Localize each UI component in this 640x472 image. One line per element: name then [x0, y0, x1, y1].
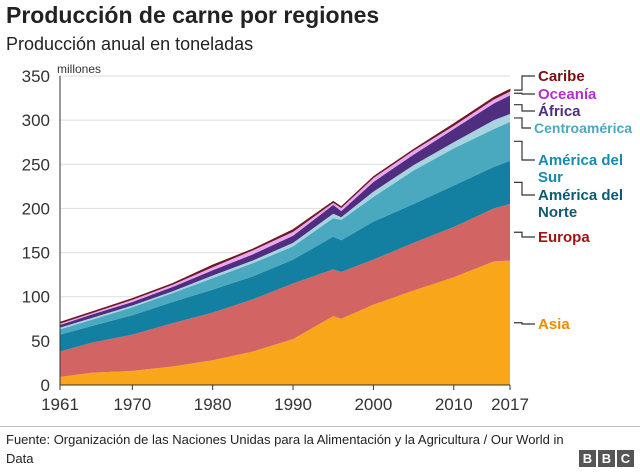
source-note: Fuente: Organización de las Naciones Uni… — [6, 432, 564, 466]
legend-label: América del — [538, 187, 623, 204]
legend-label: Centroamérica — [534, 120, 632, 136]
legend-label: América del — [538, 152, 623, 169]
y-tick-label: 50 — [31, 332, 50, 351]
chart-subtitle: Producción anual en toneladas — [6, 34, 254, 54]
footer-divider — [0, 426, 640, 427]
x-tick-label: 1961 — [41, 395, 79, 414]
area-américa-del-sur — [60, 121, 510, 335]
area-américa-del-norte — [60, 160, 510, 352]
legend-leader-line — [514, 104, 535, 112]
legend-leader-line — [514, 231, 535, 238]
legend-label: Caribe — [538, 68, 585, 85]
legend-leader-line — [514, 92, 535, 95]
area-asia — [60, 260, 510, 385]
y-tick-label: 200 — [22, 199, 50, 218]
area-caribe — [59, 88, 511, 324]
x-tick-label: 1980 — [194, 395, 232, 414]
y-axis-unit: millones — [57, 62, 101, 76]
legend-label: Asia — [538, 316, 570, 333]
y-tick-label: 300 — [22, 111, 50, 130]
x-tick-label: 2000 — [354, 395, 392, 414]
legend-leader-line — [514, 75, 535, 91]
legend-leader-line — [514, 140, 535, 161]
chart-title: Producción de carne por regiones — [6, 2, 380, 28]
legend-label: Norte — [538, 204, 577, 221]
legend-label: Europa — [538, 229, 590, 246]
y-tick-label: 150 — [22, 244, 50, 263]
y-tick-label: 0 — [41, 376, 50, 395]
y-tick-label: 350 — [22, 67, 50, 86]
stacked-area-chart: 0 50 100 150 200 250 300 350 millones 1961 1970 198… — [22, 62, 633, 414]
x-tick-label: 2010 — [435, 395, 473, 414]
legend-label: Oceanía — [538, 86, 597, 103]
y-tick-label: 250 — [22, 155, 50, 174]
area-europa — [60, 204, 510, 378]
legend-leader-line — [514, 322, 535, 325]
legend-label: África — [538, 103, 581, 120]
legend-label: Sur — [538, 169, 563, 186]
x-tick-label: 1990 — [274, 395, 312, 414]
legend-leader-line — [514, 181, 535, 196]
x-tick-label: 1970 — [113, 395, 151, 414]
x-tick-label: 2017 — [491, 395, 529, 414]
legend-leader-line — [514, 117, 531, 129]
y-tick-label: 100 — [22, 288, 50, 307]
